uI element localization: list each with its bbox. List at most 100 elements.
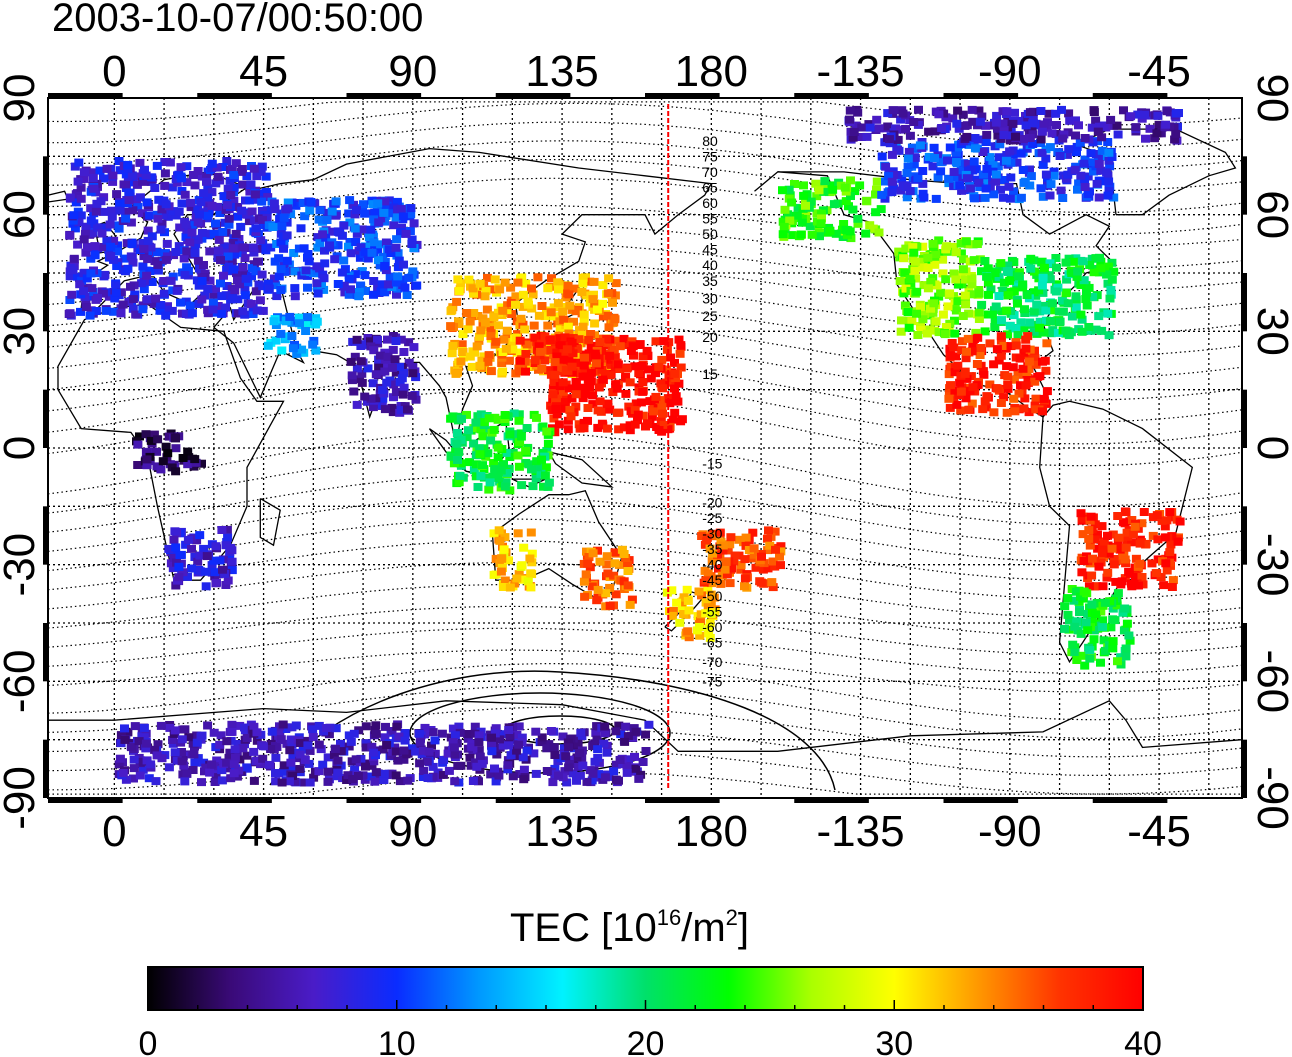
- tec-pixel: [941, 323, 951, 331]
- border-band: [1242, 156, 1247, 215]
- tec-pixel: [982, 130, 992, 139]
- tec-pixel: [489, 529, 499, 538]
- tec-pixel: [337, 268, 347, 277]
- tec-pixel: [990, 323, 1000, 331]
- tec-pixel: [394, 732, 404, 741]
- tec-pixel: [271, 777, 281, 786]
- tec-pixel: [258, 754, 268, 763]
- tec-pixel: [1026, 254, 1036, 263]
- tec-pixel: [659, 420, 669, 429]
- tec-pixel: [611, 380, 621, 389]
- tec-pixel: [516, 314, 526, 323]
- tec-pixel: [406, 204, 416, 213]
- tec-pixel: [1028, 115, 1038, 124]
- tec-pixel: [922, 329, 932, 338]
- tec-pixel: [393, 263, 403, 272]
- tec-pixel: [281, 317, 291, 326]
- tec-pixel: [68, 216, 78, 225]
- tec-pixel: [219, 192, 229, 201]
- tec-pixel: [331, 211, 341, 220]
- tec-pixel: [154, 195, 164, 204]
- tec-pixel: [65, 272, 75, 281]
- tec-pixel: [1083, 609, 1093, 618]
- tec-pixel: [1036, 184, 1046, 193]
- tec-pixel: [313, 289, 323, 298]
- tec-pixel: [235, 280, 244, 289]
- tec-pixel: [1021, 121, 1031, 130]
- tec-pixel: [904, 147, 914, 156]
- tec-pixel: [380, 257, 390, 266]
- contour-label: 30: [702, 290, 718, 306]
- tec-pixel: [528, 290, 538, 299]
- tec-pixel: [551, 395, 561, 404]
- tec-pixel: [164, 544, 174, 553]
- tec-pixel: [713, 550, 722, 559]
- tec-pixel: [399, 260, 408, 269]
- tec-pixel: [475, 361, 485, 370]
- tec-pixel: [550, 428, 560, 437]
- tec-pixel: [763, 564, 773, 573]
- tec-pixel: [582, 547, 591, 556]
- tec-pixel: [609, 345, 619, 354]
- tec-pixel: [1058, 194, 1068, 202]
- tec-pixel: [216, 279, 225, 288]
- tec-pixel: [219, 271, 228, 280]
- tec-pixel: [98, 289, 108, 298]
- tec-pixel: [513, 278, 523, 287]
- tec-pixel: [318, 760, 328, 769]
- tec-pixel: [177, 748, 186, 756]
- tec-pixel: [238, 243, 248, 252]
- tec-pixel: [123, 264, 133, 273]
- tec-pixel: [1165, 548, 1175, 557]
- tec-pixel: [443, 749, 453, 758]
- tec-pixel: [457, 414, 466, 423]
- tec-pixel: [676, 363, 686, 372]
- tec-pixel: [217, 526, 227, 534]
- tec-pixel: [727, 564, 736, 573]
- tec-pixel: [703, 569, 713, 578]
- tec-pixel: [489, 425, 499, 434]
- tec-pixel: [579, 577, 589, 586]
- tec-pixel: [279, 767, 289, 776]
- tec-pixel: [530, 333, 540, 342]
- contour-label: 20: [702, 329, 718, 345]
- tec-pixel: [172, 286, 182, 295]
- tec-pixel: [716, 579, 726, 588]
- tec-pixel: [233, 212, 243, 221]
- tec-pixel: [269, 317, 279, 326]
- tec-pixel: [229, 265, 238, 274]
- tec-pixel: [891, 124, 900, 133]
- tec-pixel: [190, 758, 200, 767]
- tec-pixel: [207, 164, 217, 173]
- tec-pixel: [589, 277, 599, 286]
- tec-pixel: [102, 164, 112, 173]
- tec-pixel: [311, 346, 321, 355]
- tec-pixel: [279, 244, 288, 253]
- tec-pixel: [980, 397, 990, 406]
- x-tick-label-top: -90: [978, 47, 1042, 96]
- tec-pixel: [616, 730, 626, 739]
- tec-pixel: [1113, 657, 1122, 666]
- tec-pixel: [305, 206, 315, 215]
- tec-pixel: [212, 578, 221, 587]
- tec-pixel: [497, 359, 507, 367]
- tec-pixel: [718, 546, 728, 555]
- tec-pixel: [768, 583, 778, 592]
- tec-pixel: [949, 168, 959, 176]
- tec-pixel: [533, 463, 543, 472]
- tec-pixel: [714, 564, 723, 573]
- tec-pixel: [152, 751, 162, 760]
- tec-pixel: [346, 737, 356, 746]
- tec-pixel: [327, 207, 337, 216]
- tec-pixel: [958, 312, 968, 320]
- tec-pixel: [584, 335, 594, 344]
- tec-pixel: [614, 776, 623, 785]
- tec-pixel: [841, 225, 851, 234]
- tec-pixel: [369, 346, 379, 355]
- tec-pixel: [312, 317, 322, 326]
- tec-pixel: [658, 409, 667, 418]
- tec-pixel: [971, 165, 981, 174]
- tec-pixel: [478, 432, 488, 441]
- tec-pixel: [261, 246, 271, 255]
- tec-pixel: [527, 465, 536, 474]
